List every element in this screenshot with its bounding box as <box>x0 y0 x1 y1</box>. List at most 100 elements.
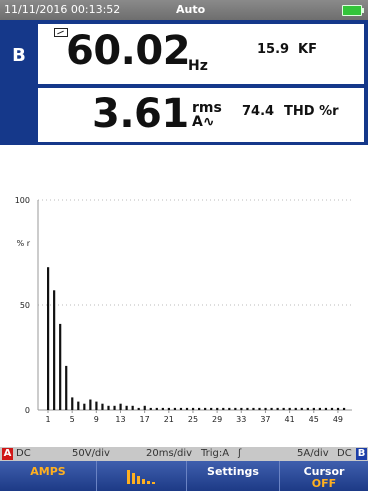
x-tick-label: 33 <box>236 415 246 424</box>
harmonic-bar <box>95 401 98 410</box>
trigger-slope-icon: ʃ <box>238 448 242 459</box>
kf-label: KF <box>298 42 317 57</box>
x-tick-label: 37 <box>260 415 270 424</box>
current-reading-panel: 3.61 rms A∿ 74.4 THD %r <box>38 88 364 142</box>
x-tick-label: 17 <box>140 415 150 424</box>
harmonic-bar <box>294 407 297 410</box>
battery-icon <box>342 5 364 16</box>
channel-b-tag: B <box>356 448 367 460</box>
readings-frame: B 60.02 Hz 15.9 KF 3.61 rms A∿ 74.4 THD … <box>0 20 368 145</box>
harmonics-chart-svg: 0 50 100 % r 1 5 9 13 17 21 25 29 33 37 41 45 49 <box>15 196 352 424</box>
y-tick-label: 100 <box>15 196 30 205</box>
kf-value: 15.9 <box>257 42 290 57</box>
harmonic-bar <box>83 403 86 410</box>
harmonic-bar <box>252 407 255 410</box>
harmonics-chart: 0 50 100 % r 1 5 9 13 17 21 25 29 33 37 41 45 49 <box>0 145 368 447</box>
harmonic-bar <box>89 399 92 410</box>
probe-icon <box>54 28 68 37</box>
harmonics-bars-softkey[interactable] <box>97 461 187 491</box>
harmonic-bar <box>179 407 183 410</box>
channel-badge: B <box>12 44 26 66</box>
x-tick-label: 13 <box>115 415 125 424</box>
harmonic-bar <box>258 407 261 410</box>
harmonic-bar <box>191 407 195 410</box>
harmonic-bar <box>185 407 189 410</box>
volts-div: 50V/div <box>72 448 110 459</box>
harmonic-bar <box>113 405 116 410</box>
softkey-bar: AMPS Settings Cursor OFF <box>0 461 368 491</box>
harmonic-bar <box>240 407 243 410</box>
datetime-label: 11/11/2016 00:13:52 <box>4 3 121 16</box>
x-tick-label: 1 <box>45 415 50 424</box>
harmonic-bar <box>155 407 158 410</box>
harmonic-bar <box>59 323 62 410</box>
harmonic-bar <box>288 407 291 410</box>
time-div: 20ms/div <box>146 448 193 459</box>
harmonic-bar <box>161 407 164 410</box>
harmonic-bar <box>137 407 140 410</box>
cursor-softkey-label: Cursor <box>303 465 345 478</box>
b-coupling: DC <box>337 448 352 459</box>
x-tick-label: 29 <box>212 415 222 424</box>
harmonic-bar <box>204 407 207 410</box>
frequency-reading-panel: 60.02 Hz 15.9 KF <box>38 24 364 84</box>
y-tick-label: 0 <box>25 406 30 415</box>
x-tick-label: 21 <box>164 415 174 424</box>
info-bar: A DC 50V/div 20ms/div Trig:A ʃ 5A/div DC… <box>0 447 368 461</box>
cursor-state-label: OFF <box>311 477 337 490</box>
frequency-value: 60.02 <box>66 28 191 74</box>
harmonic-bar <box>276 407 279 410</box>
harmonic-bar <box>228 407 231 410</box>
harmonic-bar <box>131 405 134 410</box>
harmonic-bar <box>318 407 321 410</box>
harmonic-bar <box>222 407 225 410</box>
amps-softkey[interactable]: AMPS <box>0 461 97 491</box>
harmonic-bar <box>336 407 340 410</box>
y-tick-label: 50 <box>20 301 30 310</box>
rms-label: rms <box>192 100 222 116</box>
harmonic-bar <box>300 407 303 410</box>
harmonic-bar <box>330 407 334 410</box>
harmonic-bar <box>119 403 122 410</box>
harmonic-bar <box>324 407 328 410</box>
harmonic-bar <box>77 401 80 410</box>
thd-value: 74.4 <box>242 104 275 119</box>
settings-softkey[interactable]: Settings <box>187 461 280 491</box>
amps-div: 5A/div <box>297 448 329 459</box>
harmonic-bar <box>198 407 201 410</box>
a-coupling: DC <box>16 448 31 459</box>
harmonic-bar <box>234 407 237 410</box>
harmonics-bars-icon <box>127 470 157 484</box>
x-tick-label: 5 <box>70 415 75 424</box>
mode-label: Auto <box>176 3 206 16</box>
harmonic-bar <box>216 407 219 410</box>
x-tick-label: 25 <box>188 415 198 424</box>
harmonic-bar <box>264 407 267 410</box>
x-tick-label: 49 <box>333 415 343 424</box>
harmonic-bar <box>65 365 68 410</box>
x-tick-label: 45 <box>309 415 319 424</box>
harmonic-bar <box>101 403 104 410</box>
harmonic-bar <box>270 407 273 410</box>
harmonic-bar <box>47 267 50 410</box>
x-tick-label: 41 <box>285 415 295 424</box>
thd-label: THD %r <box>284 104 339 119</box>
frequency-unit: Hz <box>188 58 208 74</box>
harmonic-bar <box>306 407 309 410</box>
harmonic-bar <box>53 290 56 410</box>
amps-softkey-label: AMPS <box>30 465 66 478</box>
harmonic-bar <box>210 407 213 410</box>
harmonic-bar <box>246 407 249 410</box>
harmonic-bar <box>342 407 346 410</box>
y-axis-label: % r <box>17 239 31 248</box>
current-value: 3.61 <box>92 91 189 137</box>
harmonic-bar <box>107 405 110 410</box>
harmonic-bar <box>312 407 315 410</box>
harmonic-bar <box>149 407 152 410</box>
harmonic-bar <box>167 407 170 410</box>
channel-a-tag: A <box>2 448 13 460</box>
cursor-softkey[interactable]: Cursor OFF <box>280 461 368 491</box>
harmonic-bar <box>143 405 146 410</box>
settings-softkey-label: Settings <box>207 465 259 478</box>
x-tick-label: 9 <box>94 415 99 424</box>
